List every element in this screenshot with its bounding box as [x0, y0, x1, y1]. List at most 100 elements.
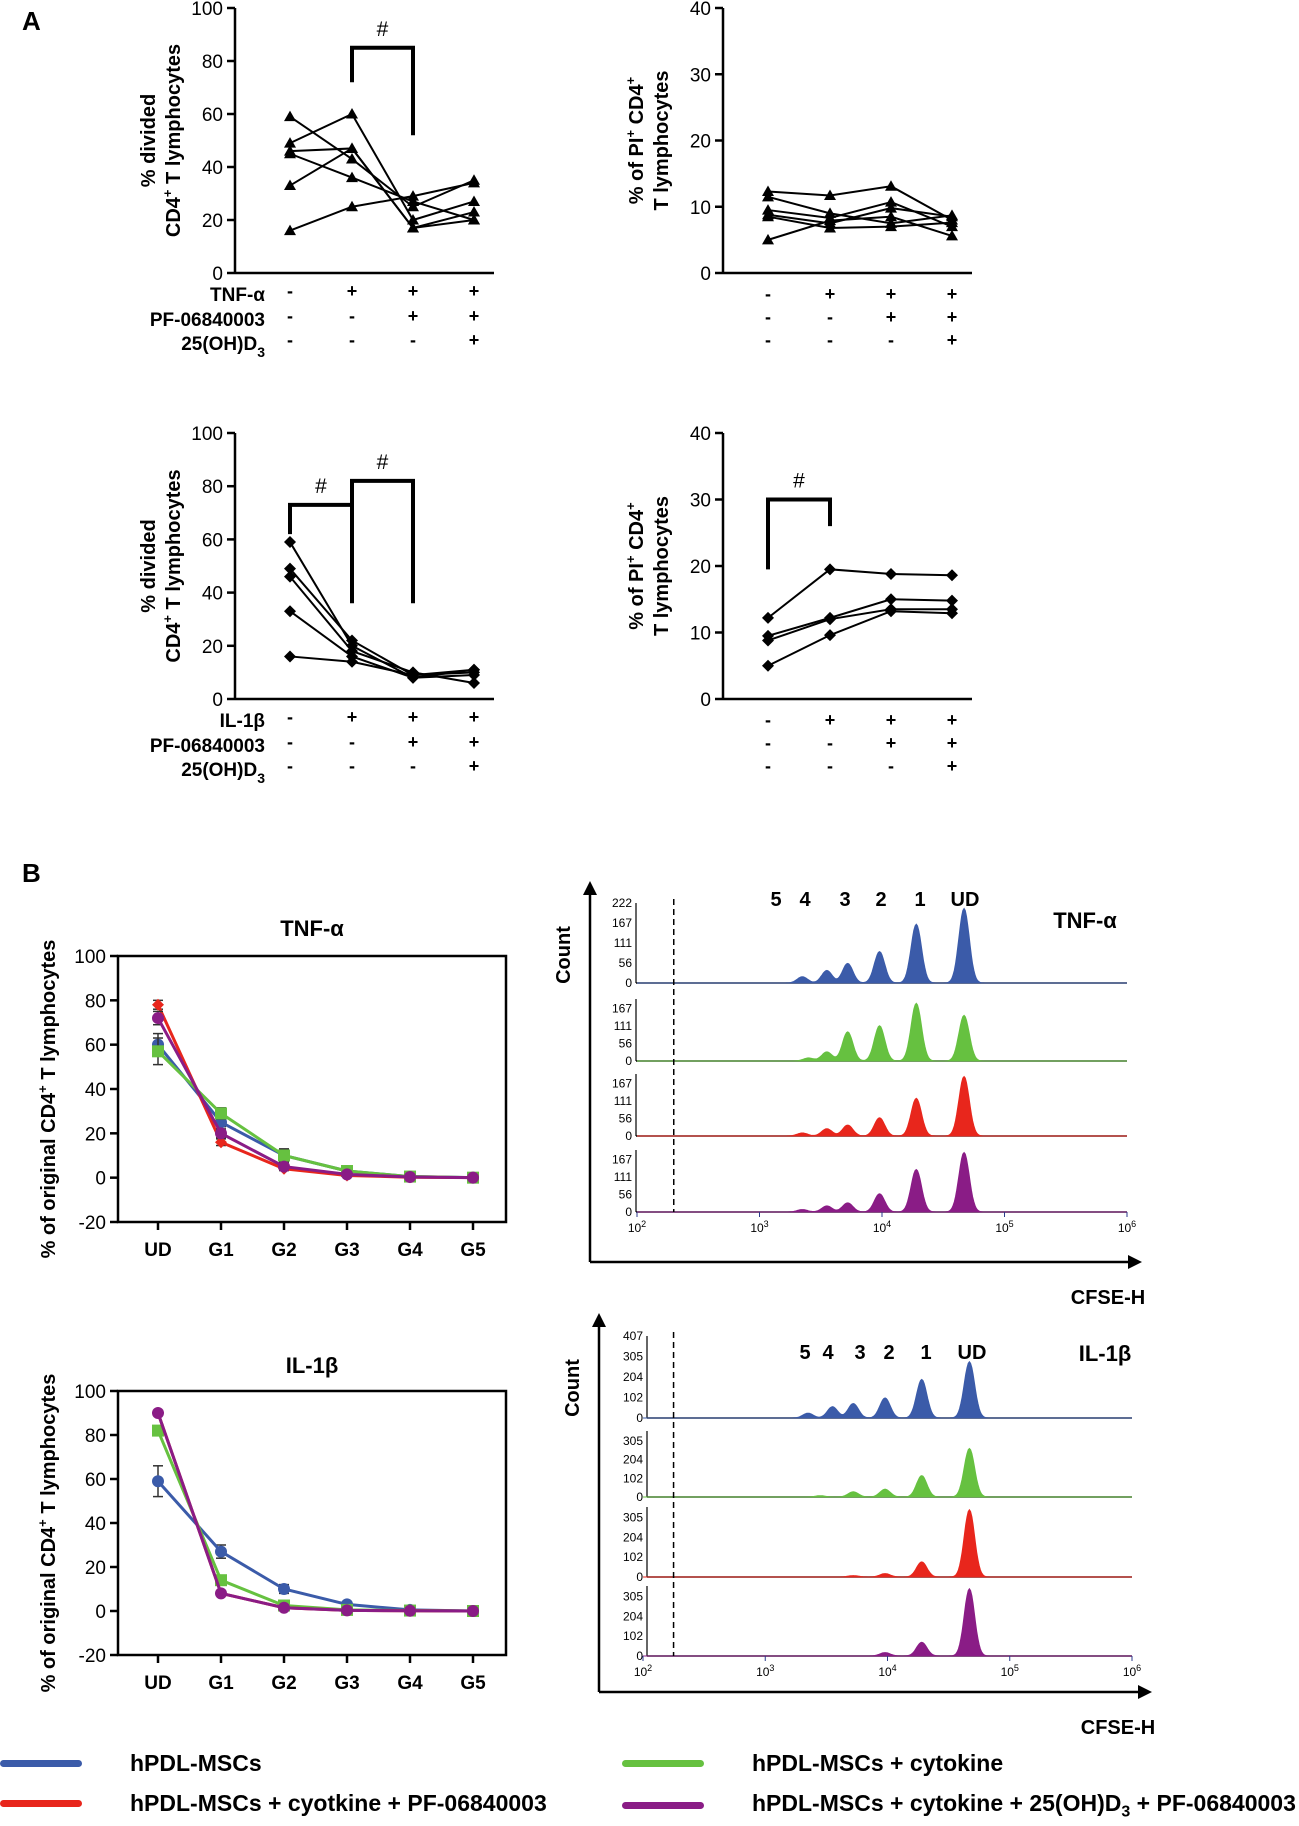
y-tick-label: 0: [212, 690, 223, 711]
x-tick-base: 10: [750, 1221, 764, 1235]
data-point: [885, 196, 897, 207]
data-point: [885, 593, 897, 606]
y-axis-label-sup: +: [623, 502, 638, 510]
data-point: [824, 613, 836, 626]
generation-label: UD: [958, 1342, 987, 1364]
generation-label: UD: [951, 889, 980, 911]
significance-label: #: [377, 451, 389, 474]
condition-sign: -: [827, 330, 833, 350]
track-y-tick-label: 111: [614, 1094, 633, 1108]
condition-sign: -: [410, 756, 416, 776]
series-line-green: [156, 1050, 474, 1180]
y-tick-label: 20: [85, 1124, 106, 1145]
x-tick-exp: 3: [764, 1219, 769, 1229]
data-point: [468, 214, 480, 225]
series-line-green: [156, 1430, 474, 1613]
data-point: [946, 210, 958, 222]
x-tick-base: 10: [1001, 1665, 1015, 1679]
data-point: [407, 669, 419, 682]
track-y-tick-label: 204: [623, 1530, 643, 1544]
track-y-tick-label: 0: [636, 1570, 643, 1584]
x-tick-base: 10: [878, 1665, 892, 1679]
x-tick-base: 10: [1123, 1665, 1137, 1679]
condition-label-vd: 25(OH)D3: [181, 760, 265, 786]
y-tick-label: 80: [202, 52, 223, 73]
data-point: [346, 171, 358, 183]
data-point: [284, 570, 296, 583]
condition-sign: +: [947, 733, 958, 753]
y-tick-label: 80: [85, 1426, 106, 1447]
y-axis-label-part: CD4: [163, 622, 185, 663]
track-y-tick-label: 102: [623, 1391, 643, 1405]
data-point-purple: [152, 1407, 164, 1419]
track-y-tick-label: 56: [619, 956, 633, 970]
significance-bracket: [350, 478, 415, 604]
y-tick-label: 40: [202, 584, 223, 605]
x-tick-label: 104: [878, 1663, 896, 1679]
track-y-tick-label: 204: [623, 1609, 643, 1623]
chart-title: TNF-α: [1053, 908, 1117, 933]
data-point: [885, 567, 897, 580]
legend-item-green: hPDL-MSCs + cytokine: [622, 1750, 1003, 1777]
x-tick-label: G1: [208, 1240, 234, 1261]
condition-sign: +: [469, 732, 480, 752]
legend-label-purple: hPDL-MSCs + cytokine + 25(OH)D3 + PF-068…: [752, 1790, 1296, 1822]
x-tick-label: G3: [334, 1240, 359, 1261]
x-tick-label: 105: [995, 1219, 1013, 1235]
track-y-tick-label: 167: [612, 1152, 632, 1166]
condition-sign: -: [349, 306, 355, 326]
condition-sign: -: [287, 707, 293, 727]
series-line: [289, 112, 475, 222]
data-point: [885, 202, 897, 213]
series-line: [767, 610, 953, 667]
condition-label-tnf: TNF-α: [210, 285, 265, 306]
chart-B2: IL-1β -20 0 20 40 60 80 100 UD G1 G2 G3 G4 G5 % of ori…: [35, 1353, 508, 1694]
y-tick-label: 60: [202, 105, 223, 126]
data-point: [346, 142, 358, 153]
y-axis-label-part: T lymphocytes: [38, 1374, 60, 1520]
y-tick-label: 20: [202, 637, 223, 658]
condition-sign: -: [827, 756, 833, 776]
track-y-tick-label: 102: [623, 1471, 643, 1485]
x-arrow-head: [1138, 1685, 1152, 1699]
series-line: [767, 185, 953, 221]
plot-frame: [116, 1389, 508, 1657]
y-axis-label-sup: +: [35, 1085, 50, 1093]
series-line-purple: [156, 1017, 474, 1180]
x-tick-label: 103: [756, 1663, 774, 1679]
y-axis-label: Count: [562, 1359, 584, 1417]
condition-sign: +: [469, 707, 480, 727]
y-tick-label: 30: [690, 491, 711, 512]
condition-sign: -: [287, 732, 293, 752]
x-tick-label: UD: [144, 1240, 171, 1261]
histogram-purple: [643, 1587, 1132, 1657]
histogram-blue: [637, 907, 1127, 984]
track-y-tick-label: 0: [636, 1649, 643, 1663]
data-point-blue: [215, 1545, 227, 1558]
y-axis-label-line1: % of PI+ CD4+: [623, 76, 648, 204]
legend-label-purple-base: hPDL-MSCs + cytokine + 25(OH)D: [752, 1790, 1122, 1816]
data-point-purple: [404, 1171, 416, 1184]
condition-sign: -: [410, 330, 416, 350]
y-tick-label: -20: [79, 1213, 106, 1234]
condition-label-sub: 3: [257, 344, 265, 360]
condition-sign: -: [349, 756, 355, 776]
track-y-tick-label: 407: [623, 1329, 643, 1343]
data-point: [824, 189, 836, 200]
y-axis-label-sup: +: [160, 189, 175, 197]
track-y-tick-label: 305: [623, 1350, 643, 1364]
significance-bracket: [350, 45, 415, 136]
generation-label: 3: [839, 889, 850, 911]
x-tick-base: 10: [628, 1221, 642, 1235]
track-y-tick-label: 56: [619, 1111, 633, 1125]
condition-sign: +: [469, 756, 480, 776]
y-tick-label: 100: [74, 947, 106, 968]
y-axis-label: Count: [553, 926, 575, 984]
y-tick-label: 80: [85, 991, 106, 1012]
y-tick-label: 0: [95, 1602, 106, 1623]
x-tick-exp: 5: [1014, 1663, 1019, 1673]
y-axis-label-part: CD4: [626, 509, 648, 555]
condition-sign: +: [947, 710, 958, 730]
